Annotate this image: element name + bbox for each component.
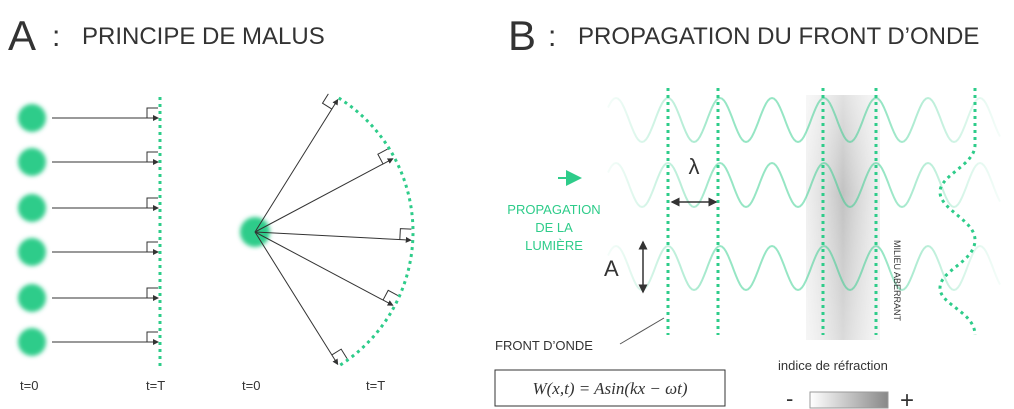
right-angle: [399, 228, 412, 240]
propagation-label: LUMIÈRE: [525, 238, 583, 253]
right-angle: [146, 241, 158, 252]
time-label: t=0: [20, 378, 38, 393]
source-dot: [18, 148, 46, 176]
source-dot: [18, 238, 46, 266]
source-dot: [18, 194, 46, 222]
propagation-label: DE LA: [535, 220, 573, 235]
source-dot: [18, 328, 46, 356]
right-angle: [146, 287, 158, 298]
wave: [607, 96, 1001, 144]
right-angle: [146, 107, 158, 118]
wave: [607, 161, 1001, 209]
medium-label: MILIEU ABERRANT: [892, 240, 902, 322]
time-label: t=T: [366, 378, 385, 393]
distorted-wavefront: [938, 88, 977, 336]
time-label: t=0: [242, 378, 260, 393]
panel-letter: B: [508, 12, 536, 59]
formula-box: [494, 369, 726, 407]
right-angle: [331, 348, 348, 359]
wavefront-label: FRONT D’ONDE: [495, 338, 593, 353]
leader-line: [619, 317, 665, 345]
panel-title: PROPAGATION DU FRONT D’ONDE: [578, 23, 979, 50]
right-angle: [377, 148, 388, 165]
wave: [607, 244, 1001, 292]
ray: [254, 231, 412, 243]
wavelength-symbol: λ: [689, 154, 700, 179]
time-label: t=T: [146, 378, 165, 393]
right-angle: [146, 151, 158, 162]
amplitude-symbol: A: [604, 256, 619, 281]
legend-title: indice de réfraction: [778, 358, 888, 373]
source-dot: [18, 104, 46, 132]
ray: [254, 231, 339, 366]
formula: W(x,t) = Asin(kx − ωt): [532, 379, 687, 398]
index-gradient: [809, 391, 889, 409]
ray: [254, 231, 394, 306]
ray: [254, 158, 394, 233]
source-dot: [18, 284, 46, 312]
right-angle: [321, 93, 333, 110]
wavefront: [337, 96, 415, 368]
right-angle: [382, 289, 399, 301]
ray: [254, 98, 339, 233]
aberrant-medium-fade: [806, 95, 880, 340]
separator: :: [52, 20, 60, 53]
separator: :: [548, 20, 556, 53]
right-angle: [146, 197, 158, 208]
layout: [18, 88, 1001, 368]
legend-low: -: [786, 386, 793, 409]
legend-high: +: [900, 387, 914, 409]
propagation-label: PROPAGATION: [507, 202, 600, 217]
panel-title: PRINCIPE DE MALUS: [82, 23, 325, 50]
right-angle: [146, 331, 158, 342]
panel-letter: A: [8, 12, 36, 59]
